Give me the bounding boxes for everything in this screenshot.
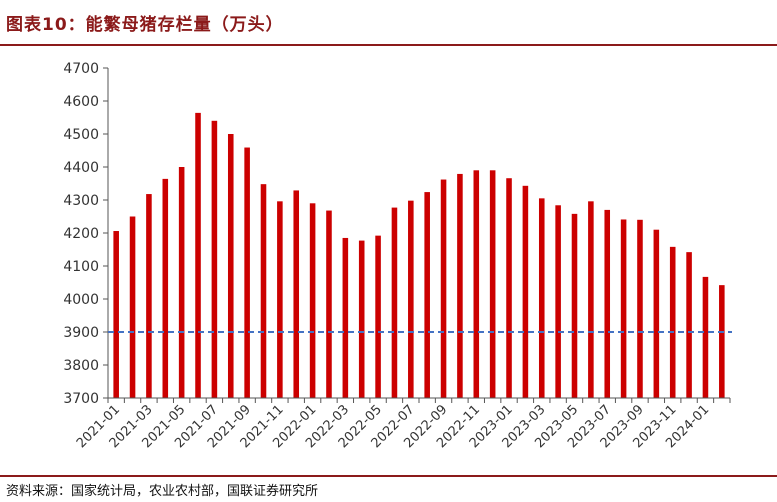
y-tick-label: 4700 bbox=[63, 61, 99, 77]
y-tick-label: 4600 bbox=[63, 94, 99, 110]
bar bbox=[620, 219, 627, 398]
bar bbox=[440, 179, 447, 398]
bar bbox=[506, 178, 512, 398]
bar bbox=[686, 252, 692, 398]
bar bbox=[277, 201, 283, 398]
bar bbox=[538, 198, 545, 398]
bar bbox=[113, 231, 119, 398]
bar bbox=[162, 178, 169, 398]
bar bbox=[260, 184, 267, 398]
y-tick-label: 4400 bbox=[63, 160, 99, 176]
bar bbox=[129, 216, 136, 398]
bar bbox=[669, 246, 676, 398]
bar bbox=[489, 170, 496, 398]
bar bbox=[702, 276, 709, 398]
x-axis: 2021-012021-032021-052021-072021-092021-… bbox=[74, 397, 731, 451]
bar bbox=[375, 235, 381, 398]
bar-chart: 3700 3800 3900 4000 4100 4200 4300 4400 4500 4600… bbox=[63, 61, 732, 451]
bar bbox=[457, 173, 463, 398]
chart-title: 图表10：能繁母猪存栏量（万头） bbox=[6, 15, 284, 35]
bar bbox=[244, 147, 250, 398]
bar bbox=[342, 237, 349, 398]
y-tick-label: 4100 bbox=[63, 259, 99, 275]
y-tick-label: 4500 bbox=[63, 127, 99, 143]
bar bbox=[326, 210, 332, 398]
y-tick-label: 3800 bbox=[63, 358, 99, 374]
bar bbox=[358, 240, 365, 398]
bars bbox=[113, 112, 725, 399]
bar bbox=[719, 285, 725, 398]
source-rule bbox=[0, 475, 777, 477]
bar bbox=[211, 120, 218, 399]
bar bbox=[146, 194, 152, 398]
bar bbox=[424, 192, 430, 398]
bar bbox=[227, 134, 234, 398]
y-axis: 3700 3800 3900 4000 4100 4200 4300 4400 4500 4600… bbox=[63, 61, 109, 407]
bar bbox=[571, 213, 578, 398]
bar bbox=[195, 112, 201, 398]
bar bbox=[391, 207, 398, 398]
y-tick-label: 3700 bbox=[63, 391, 99, 407]
bar bbox=[473, 170, 480, 398]
bar bbox=[555, 205, 561, 398]
bar bbox=[653, 229, 660, 398]
bar bbox=[522, 185, 529, 398]
source-note: 资料来源：国家统计局，农业农村部，国联证券研究所 bbox=[6, 484, 319, 499]
title-rule bbox=[0, 44, 777, 46]
bar bbox=[408, 200, 414, 398]
y-tick-label: 3900 bbox=[63, 325, 99, 341]
bar bbox=[309, 203, 316, 398]
bar bbox=[178, 167, 185, 398]
bar bbox=[588, 201, 594, 398]
y-tick-label: 4000 bbox=[63, 292, 99, 308]
bar bbox=[604, 209, 611, 398]
y-tick-label: 4300 bbox=[63, 193, 99, 209]
bar bbox=[637, 219, 643, 398]
y-tick-label: 4200 bbox=[63, 226, 99, 242]
bar bbox=[293, 190, 300, 398]
